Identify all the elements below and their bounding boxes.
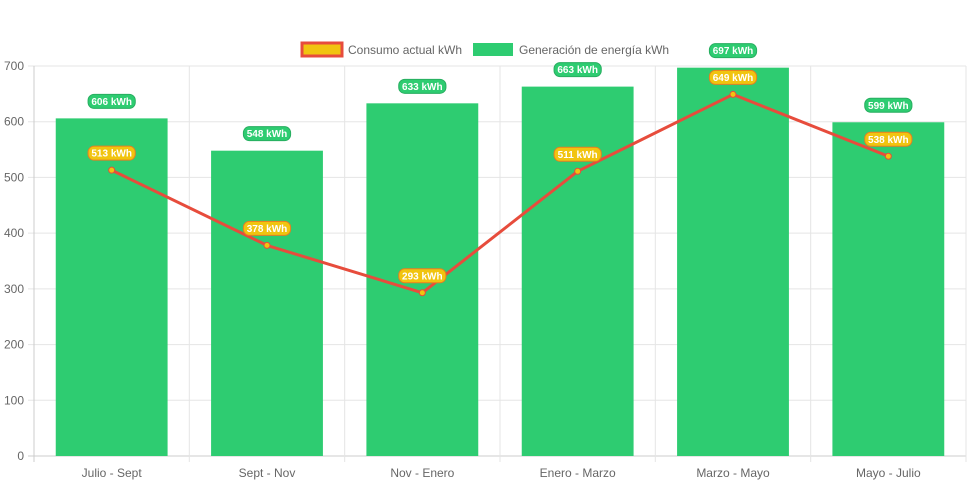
line-data-label: 513 kWh (87, 145, 136, 161)
bar-data-label-text: 599 kWh (868, 101, 909, 112)
legend-label-generacion: Generación de energía kWh (519, 43, 669, 57)
x-tick-label: Enero - Marzo (540, 466, 616, 480)
bar-data-label-text: 697 kWh (713, 46, 754, 57)
bar-data-label-bg (553, 62, 602, 78)
line-data-label-bg (87, 145, 136, 161)
bar-data-labels: 606 kWh 548 kWh 633 kWh 663 kWh 697 kWh 599 k… (87, 43, 913, 142)
line-data-label-bg (864, 131, 913, 147)
bar-data-label: 599 kWh (864, 97, 913, 113)
line-data-label: 511 kWh (553, 146, 602, 162)
legend-swatch-generacion (473, 43, 513, 56)
line-data-label: 538 kWh (864, 131, 913, 147)
line-data-label-text: 511 kWh (558, 150, 598, 161)
y-tick-label: 600 (4, 115, 24, 129)
y-tick-label: 300 (4, 282, 24, 296)
y-axis: 0 100 200 300 400 500 600 700 (4, 59, 24, 463)
bar[interactable] (55, 118, 168, 456)
bar-data-label-bg (398, 78, 447, 94)
legend-label-consumo: Consumo actual kWh (348, 43, 462, 57)
y-tick-label: 500 (4, 170, 24, 184)
line-point[interactable] (729, 90, 737, 98)
x-tick-label: Mayo - Julio (856, 466, 921, 480)
line-data-label-bg (553, 146, 602, 162)
bar-data-label-text: 548 kWh (247, 129, 288, 140)
bar-data-label: 697 kWh (708, 43, 758, 59)
x-tick-label: Nov - Enero (390, 466, 454, 480)
legend-item-generacion[interactable]: Generación de energía kWh (473, 43, 669, 57)
line-data-label: 378 kWh (242, 220, 292, 236)
line-data-label-text: 293 kWh (402, 271, 443, 282)
line-data-labels: 513 kWh 378 kWh 293 kWh 511 kWh 649 kWh 538 k… (87, 69, 913, 284)
line-data-label-text: 538 kWh (868, 135, 909, 146)
bar[interactable] (521, 86, 634, 456)
line-data-label-bg (242, 220, 292, 236)
line-point[interactable] (108, 166, 116, 174)
bar[interactable] (832, 122, 945, 457)
bar-data-label-text: 663 kWh (557, 65, 598, 76)
line-data-label-text: 378 kWh (247, 224, 288, 235)
y-tick-label: 100 (4, 393, 24, 407)
bar-data-label-bg (242, 126, 292, 142)
grid-lines (28, 65, 967, 462)
x-tick-label: Julio - Sept (82, 466, 143, 480)
bar-data-label-text: 633 kWh (402, 82, 443, 93)
bar[interactable] (677, 67, 789, 457)
line-data-label: 649 kWh (708, 69, 758, 85)
bar-data-label-text: 606 kWh (91, 97, 132, 108)
x-axis: Julio - Sept Sept - Nov Nov - Enero Enero -… (82, 466, 921, 480)
bar-data-label: 548 kWh (242, 126, 292, 142)
line-path (111, 92, 889, 295)
bar-data-label: 633 kWh (398, 78, 447, 94)
line-point[interactable] (574, 167, 582, 175)
bar-data-label-bg (87, 93, 136, 109)
line-data-label-bg (708, 69, 758, 85)
bar-data-label: 663 kWh (553, 62, 602, 78)
line-data-label: 293 kWh (398, 268, 447, 284)
legend-swatch-consumo (300, 41, 344, 58)
line-data-label-bg (398, 268, 447, 284)
bar-data-label: 606 kWh (87, 93, 136, 109)
bar[interactable] (211, 150, 323, 456)
legend: Consumo actual kWh Generación de energía… (300, 41, 669, 58)
x-tick-label: Sept - Nov (239, 466, 296, 480)
legend-item-consumo[interactable]: Consumo actual kWh (300, 41, 462, 58)
bar-series (55, 67, 945, 457)
y-tick-label: 700 (4, 59, 24, 73)
line-point[interactable] (418, 289, 426, 297)
y-tick-label: 0 (17, 449, 24, 463)
y-tick-label: 200 (4, 338, 24, 352)
bar-data-label-bg (708, 43, 758, 59)
line-point[interactable] (884, 152, 892, 160)
bar-data-label-bg (864, 97, 913, 113)
line-data-label-text: 649 kWh (713, 73, 754, 84)
line-data-label-text: 513 kWh (91, 149, 132, 160)
x-tick-label: Marzo - Mayo (696, 466, 770, 480)
y-tick-label: 400 (4, 226, 24, 240)
line-series (108, 90, 892, 297)
line-point[interactable] (263, 241, 271, 249)
